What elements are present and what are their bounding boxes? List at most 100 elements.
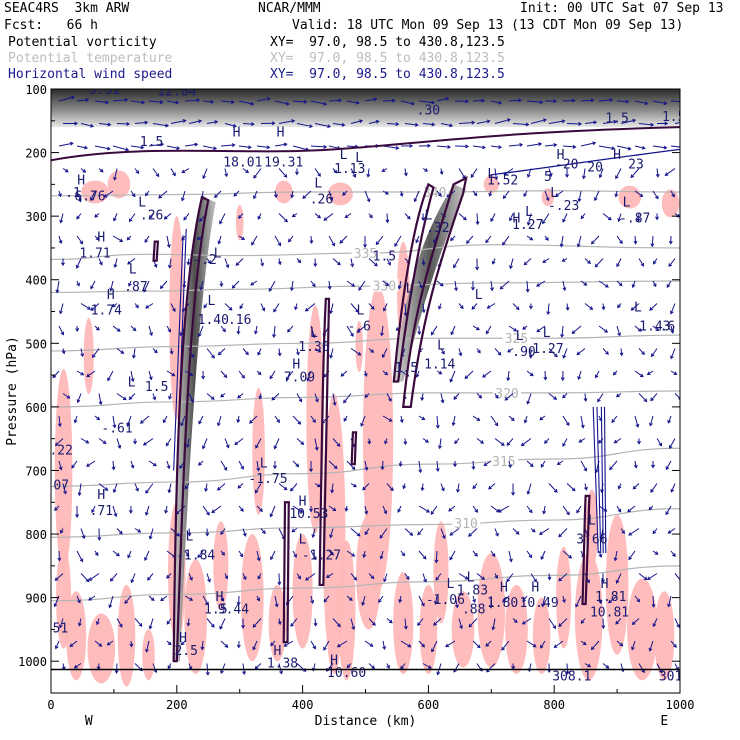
wind-arrowhead [607,216,612,221]
wind-vector [110,573,118,582]
wind-vector [112,325,121,332]
wind-arrowhead [311,534,316,539]
wind-arrowhead [593,197,598,202]
wind-arrowhead [171,372,176,377]
wind-vector [431,325,438,335]
wind-vector [164,213,172,220]
wind-vector [400,663,406,670]
wind-vector [224,123,237,127]
wind-vector [422,303,425,313]
wind-vector [296,573,301,579]
wind-arrowhead [547,669,552,673]
wind-vector [89,573,100,581]
wind-arrowhead [70,95,75,100]
wind-arrowhead [159,285,164,290]
wind-arrowhead [568,554,573,559]
wind-vector [548,483,558,493]
wind-arrowhead [668,240,673,245]
wind-arrowhead [241,236,245,241]
wind-arrowhead [417,331,422,336]
wind-vector [296,393,302,402]
wind-vector [166,235,170,248]
wind-vector [548,120,565,124]
wind-arrowhead [132,327,137,332]
pv-value-label: 1.48 [620,78,651,93]
wind-vector [526,640,537,648]
wind-vector [166,618,172,625]
wind-vector [160,280,168,289]
wind-arrowhead [346,664,351,669]
y-tick-label: 500 [25,337,47,351]
pv-contour [282,501,290,644]
wind-vector [526,235,533,241]
wind-vector [58,235,62,244]
wind-arrowhead [501,646,505,651]
wind-vector [430,505,438,515]
wind-vector [418,505,430,513]
wind-vector [145,505,150,516]
wind-arrowhead [636,598,641,603]
wind-arrowhead [621,530,625,535]
wind-arrowhead [635,423,640,428]
wind-arrowhead [553,143,558,147]
wind-arrowhead [641,145,646,150]
positive-pv-shade [117,584,136,687]
wind-vector [524,258,532,266]
wind-vector [88,595,96,601]
wind-arrowhead [380,332,384,337]
wind-arrowhead [480,440,484,444]
wind-vector [292,460,299,467]
wind-vector [575,595,582,607]
wind-vector [382,280,389,286]
wind-arrowhead [85,578,90,583]
wind-arrowhead [351,626,356,631]
east-label: E [660,714,668,729]
wind-arrowhead [664,172,669,176]
wind-arrowhead [612,371,617,376]
wind-vector [284,640,294,647]
wind-arrowhead [198,420,202,425]
wind-arrowhead [214,120,219,124]
wind-vector [128,393,136,400]
isentrope-label: 325 [505,332,528,347]
wind-arrowhead [54,507,58,511]
wind-vector [291,280,294,291]
wind-vector [380,550,384,559]
wind-arrowhead [252,624,257,628]
wind-arrowhead [488,604,493,609]
wind-arrowhead [383,578,387,583]
wind-vector [522,618,532,625]
wind-vector [314,213,321,219]
wind-vector [422,438,429,443]
pv-value-label: .71 [90,504,113,519]
wind-vector [627,505,636,513]
wind-vector [131,573,136,583]
wind-arrowhead [584,486,588,491]
wind-arrowhead [465,240,470,244]
wind-arrowhead [434,559,439,564]
wind-vector [566,663,569,674]
wind-arrowhead [237,394,241,399]
wind-arrowhead [667,419,672,424]
wind-vector [175,505,186,515]
wind-vector [598,550,602,558]
wind-vector [224,438,230,448]
wind-arrowhead [615,579,620,584]
wind-arrowhead [271,396,276,401]
wind-vector [202,438,208,449]
wind-arrowhead [488,485,492,490]
wind-vector [217,415,222,426]
wind-vector [94,145,110,150]
wind-vector [435,550,438,563]
wind-vector [608,595,618,604]
pv-value-label: H [500,580,508,595]
wind-arrowhead [403,625,408,630]
wind-arrowhead [637,328,642,332]
wind-vector [54,505,60,511]
wind-arrowhead [533,578,537,583]
wind-arrowhead [66,395,71,399]
wind-vector [536,325,546,333]
wind-arrowhead [182,119,187,123]
wind-arrowhead [113,176,117,181]
wind-arrowhead [113,264,118,269]
